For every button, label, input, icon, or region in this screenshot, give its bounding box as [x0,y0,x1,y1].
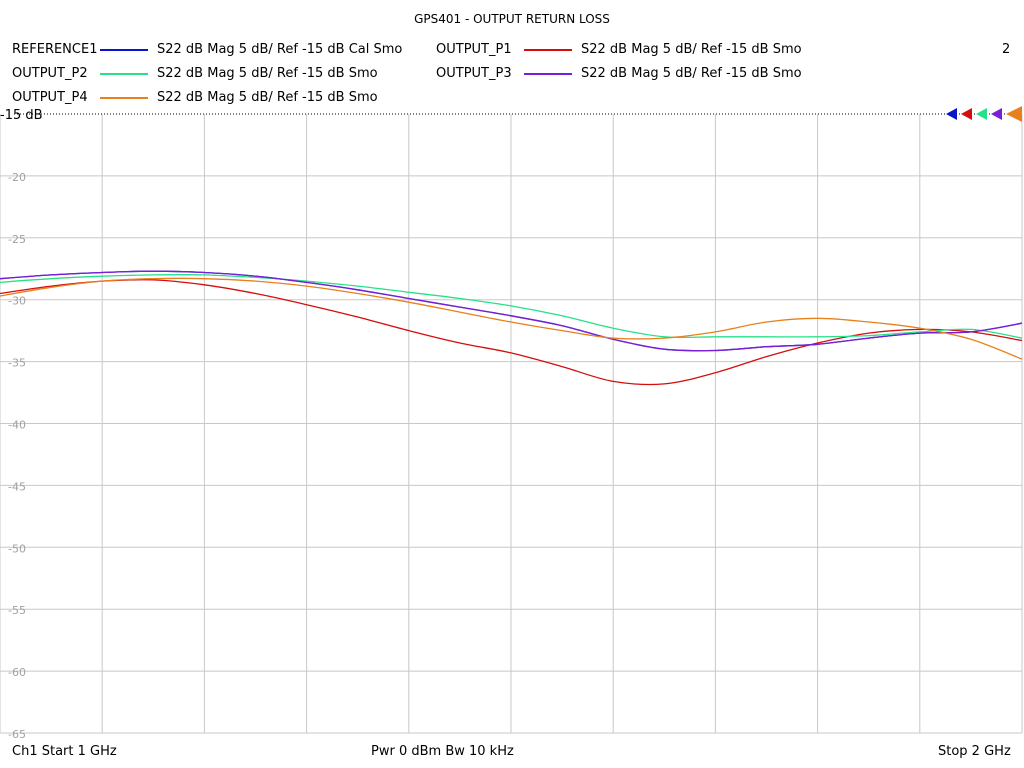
reference-marker-output-p3 [991,108,1002,120]
power-bandwidth: Pwr 0 dBm Bw 10 kHz [371,744,514,759]
legend-swatch-reference1 [100,49,148,51]
trace-lines [0,270,1023,386]
legend-label-output-p2: OUTPUT_P2 [12,66,88,81]
reference-marker-output-p2 [976,108,987,120]
legend-swatch-output-p4 [100,97,148,99]
legend-desc-output-p3: S22 dB Mag 5 dB/ Ref -15 dB Smo [581,66,802,81]
y-tick-label: -40 [8,419,26,432]
legend-desc-output-p1: S22 dB Mag 5 dB/ Ref -15 dB Smo [581,42,802,57]
legend-desc-output-p2: S22 dB Mag 5 dB/ Ref -15 dB Smo [157,66,378,81]
reference-markers [946,106,1022,122]
legend-swatch-output-p3 [524,73,572,75]
reference-marker-output-p4 [1006,106,1022,122]
legend-desc-reference1: S22 dB Mag 5 dB/ Ref -15 dB Cal Smo [157,42,403,57]
channel-number: 2 [1002,42,1011,57]
legend-item-output-p4: OUTPUT_P4 S22 dB Mag 5 dB/ Ref -15 dB Sm… [12,90,432,108]
legend-item-output-p2: OUTPUT_P2 S22 dB Mag 5 dB/ Ref -15 dB Sm… [12,66,432,84]
y-tick-label: -50 [8,542,26,555]
legend-label-output-p3: OUTPUT_P3 [436,66,512,81]
series-line-output-p4 [0,277,1023,360]
y-tick-labels: -15 dB -20 -25 -30 -35 -40 -45 -50 -55 -60 -65 [0,108,43,741]
y-tick-label: -65 [8,728,26,741]
legend-swatch-output-p2 [100,73,148,75]
legend-label-reference1: REFERENCE1 [12,42,98,57]
chart-title: GPS401 - OUTPUT RETURN LOSS [414,12,610,26]
y-tick-label: -15 dB [0,108,43,123]
legend-item-output-p1: OUTPUT_P1 S22 dB Mag 5 dB/ Ref -15 dB Sm… [436,42,856,60]
legend-item-reference1: REFERENCE1 S22 dB Mag 5 dB/ Ref -15 dB C… [12,42,432,60]
sweep-stop: Stop 2 GHz [938,744,1011,759]
y-tick-label: -45 [8,480,26,493]
y-tick-label: -25 [8,233,26,246]
legend-item-output-p3: OUTPUT_P3 S22 dB Mag 5 dB/ Ref -15 dB Sm… [436,66,856,84]
series-line-output-p3 [0,270,1023,352]
reference-marker-output-p1 [961,108,972,120]
legend-swatch-output-p1 [524,49,572,51]
grid-lines [0,113,1023,734]
legend-label-output-p4: OUTPUT_P4 [12,90,88,105]
y-tick-label: -55 [8,604,26,617]
series-line-output-p1 [0,279,1023,386]
legend-label-output-p1: OUTPUT_P1 [436,42,512,57]
y-tick-label: -30 [8,295,26,308]
sweep-start: Ch1 Start 1 GHz [12,744,117,759]
series-line-output-p2 [0,274,1023,339]
legend-desc-output-p4: S22 dB Mag 5 dB/ Ref -15 dB Smo [157,90,378,105]
y-tick-label: -35 [8,357,26,370]
y-tick-label: -60 [8,666,26,679]
y-tick-label: -20 [8,171,26,184]
reference-marker-reference1 [946,108,957,120]
